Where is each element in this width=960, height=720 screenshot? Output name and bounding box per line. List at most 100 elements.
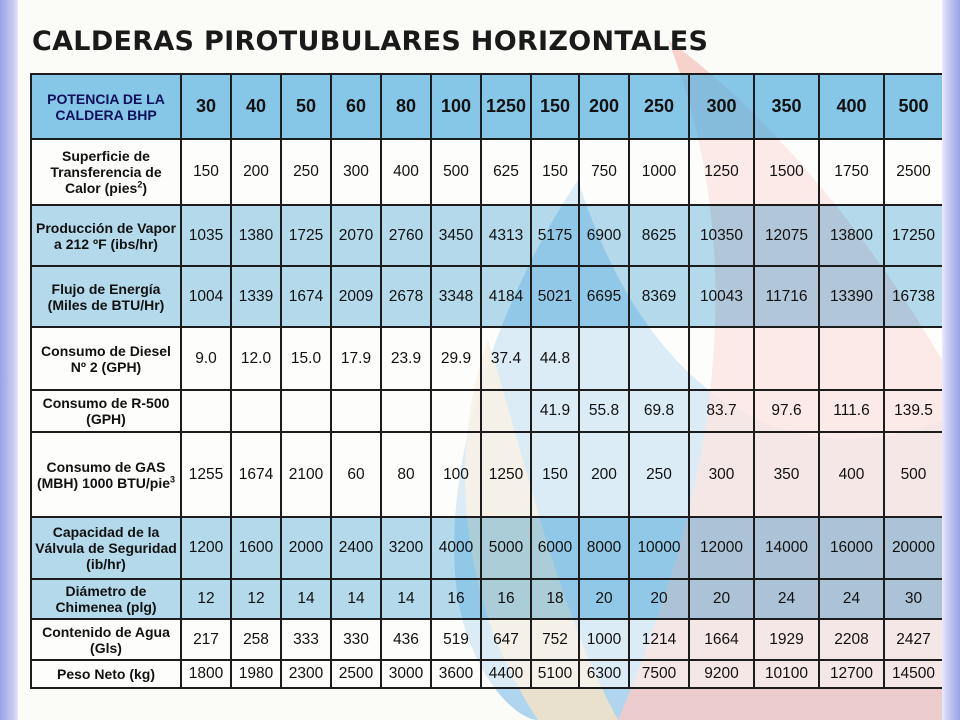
table-cell: 1200: [180, 516, 232, 580]
table-row-gas: Consumo de GAS (MBH) 1000 BTU/pie3 1255 …: [30, 431, 942, 518]
table-cell: 1929: [753, 618, 820, 661]
table-cell: [330, 389, 382, 433]
row-label: Contenido de Agua (Gls): [30, 618, 182, 661]
table-cell: 258: [230, 618, 282, 661]
table-cell: 1004: [180, 265, 232, 328]
table-cell: 500: [430, 138, 482, 206]
table-cell: 3348: [430, 265, 482, 328]
table-cell: 14000: [753, 516, 820, 580]
table-cell: 625: [480, 138, 532, 206]
header-value-cell: 400: [818, 73, 885, 140]
table-cell: 1674: [280, 265, 332, 328]
table-cell: 250: [628, 431, 690, 518]
table-cell: 1674: [230, 431, 282, 518]
table-cell: 400: [380, 138, 432, 206]
table-cell: 12000: [688, 516, 755, 580]
page-title: CALDERAS PIROTUBULARES HORIZONTALES: [32, 26, 709, 57]
table-cell: 6000: [530, 516, 580, 580]
table-cell: 15.0: [280, 326, 332, 391]
table-cell: 1000: [578, 618, 630, 661]
row-label-tail: ): [142, 180, 148, 196]
table-cell: 436: [380, 618, 432, 661]
table-cell: 3000: [380, 659, 432, 689]
table-cell: 2100: [280, 431, 332, 518]
table-cell: 7500: [628, 659, 690, 689]
table-cell: [753, 326, 820, 391]
table-cell: 2500: [883, 138, 942, 206]
table-cell: 250: [280, 138, 332, 206]
header-value-cell: 300: [688, 73, 755, 140]
table-cell: 1980: [230, 659, 282, 689]
table-cell: 2500: [330, 659, 382, 689]
header-value-cell: 350: [753, 73, 820, 140]
table-cell: 300: [330, 138, 382, 206]
table-cell: 17250: [883, 204, 942, 267]
table-cell: 16: [430, 578, 482, 620]
header-value-cell: 80: [380, 73, 432, 140]
table-cell: [688, 326, 755, 391]
table-cell: 500: [883, 431, 942, 518]
row-label-text: Superficie de Transferencia de Calor (pi…: [50, 148, 162, 196]
row-label: Peso Neto (kg): [30, 659, 182, 689]
table-cell: 2427: [883, 618, 942, 661]
table-cell: [818, 326, 885, 391]
table-cell: 2760: [380, 204, 432, 267]
table-cell: 1500: [753, 138, 820, 206]
table-cell: [628, 326, 690, 391]
table-cell: 12700: [818, 659, 885, 689]
header-value-cell: 1250: [480, 73, 532, 140]
header-value-cell: 200: [578, 73, 630, 140]
table-row-capacidad: Capacidad de la Válvula de Seguridad (ib…: [30, 516, 942, 580]
table-row-superficie: Superficie de Transferencia de Calor (pi…: [30, 138, 942, 206]
table-cell: 3450: [430, 204, 482, 267]
table-cell: 1600: [230, 516, 282, 580]
table-cell: 333: [280, 618, 332, 661]
table-cell: 9.0: [180, 326, 232, 391]
table-cell: 330: [330, 618, 382, 661]
table-cell: 5000: [480, 516, 532, 580]
table-cell: 1035: [180, 204, 232, 267]
row-label-text: Consumo de GAS (MBH) 1000 BTU/pie: [36, 458, 170, 491]
table-cell: 20: [578, 578, 630, 620]
row-label: Diámetro de Chimenea (plg): [30, 578, 182, 620]
table-cell: 55.8: [578, 389, 630, 433]
table-row-r500: Consumo de R-500 (GPH) 41.9 55.8 69.8 83…: [30, 389, 942, 433]
table-cell: 200: [230, 138, 282, 206]
table-cell: 44.8: [530, 326, 580, 391]
table-row-diesel: Consumo de Diesel Nº 2 (GPH) 9.0 12.0 15…: [30, 326, 942, 391]
table-cell: 750: [578, 138, 630, 206]
table-row-flujo: Flujo de Energía (Miles de BTU/Hr) 1004 …: [30, 265, 942, 328]
table-header-row: POTENCIA DE LA CALDERA BHP 30 40 50 60 8…: [30, 73, 942, 140]
table-cell: 2009: [330, 265, 382, 328]
table-cell: 14: [280, 578, 332, 620]
table-cell: 2400: [330, 516, 382, 580]
table-cell: 30: [883, 578, 942, 620]
table-cell: 519: [430, 618, 482, 661]
table-cell: 8000: [578, 516, 630, 580]
table-cell: 97.6: [753, 389, 820, 433]
table-cell: [883, 326, 942, 391]
row-label: Capacidad de la Válvula de Seguridad (ib…: [30, 516, 182, 580]
row-label: Consumo de R-500 (GPH): [30, 389, 182, 433]
header-value-cell: 60: [330, 73, 382, 140]
table-cell: 5021: [530, 265, 580, 328]
table-cell: 80: [380, 431, 432, 518]
document-page: CALDERAS PIROTUBULARES HORIZONTALES POTE…: [18, 0, 942, 720]
table-cell: 1250: [480, 431, 532, 518]
table-row-chimenea: Diámetro de Chimenea (plg) 12 12 14 14 1…: [30, 578, 942, 620]
table-cell: 1750: [818, 138, 885, 206]
table-cell: 647: [480, 618, 532, 661]
table-cell: 12075: [753, 204, 820, 267]
table-cell: 150: [530, 431, 580, 518]
table-cell: 217: [180, 618, 232, 661]
table-cell: 14: [330, 578, 382, 620]
header-value-cell: 30: [180, 73, 232, 140]
table-cell: 1725: [280, 204, 332, 267]
table-cell: 1000: [628, 138, 690, 206]
table-cell: 17.9: [330, 326, 382, 391]
row-label-superscript: 3: [170, 473, 176, 484]
row-label: Consumo de GAS (MBH) 1000 BTU/pie3: [30, 431, 182, 518]
table-cell: 200: [578, 431, 630, 518]
header-value-cell: 100: [430, 73, 482, 140]
table-cell: 20: [688, 578, 755, 620]
